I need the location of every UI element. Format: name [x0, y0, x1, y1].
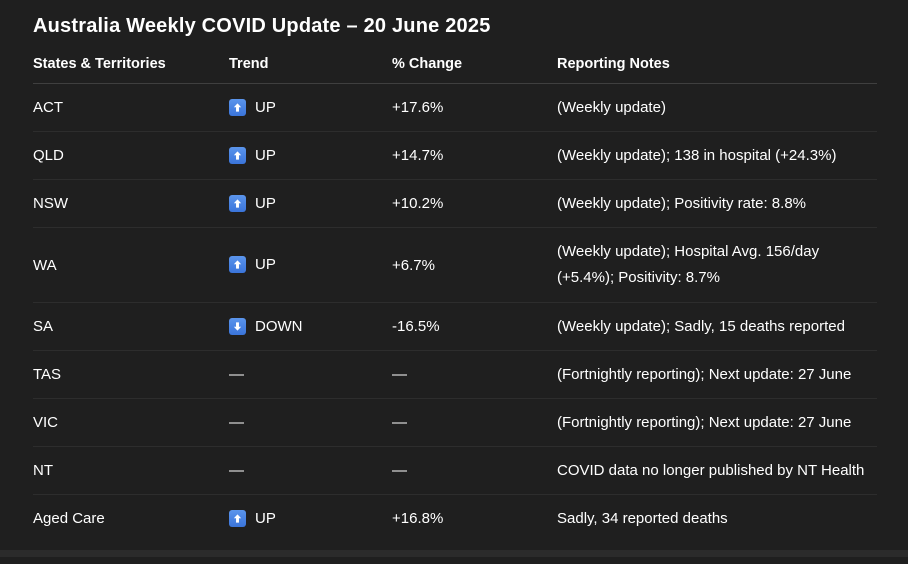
percent-change-cell: +6.7% — [392, 227, 557, 303]
trend-indicator: UP — [229, 98, 276, 116]
page-title: Australia Weekly COVID Update – 20 June … — [33, 15, 491, 37]
trend-label: DOWN — [255, 317, 303, 335]
percent-change-cell: +10.2% — [392, 179, 557, 228]
reporting-notes-cell: (Weekly update); 138 in hospital (+24.3%… — [557, 131, 877, 180]
trend-label: — — [229, 366, 244, 383]
table-row: TAS — — (Fortnightly reporting); Next updat… — [33, 350, 877, 399]
trend-label: UP — [255, 194, 276, 212]
trend-down-icon — [229, 317, 246, 335]
percent-change-cell: +14.7% — [392, 131, 557, 180]
reporting-notes-cell: (Weekly update); Sadly, 15 deaths report… — [557, 302, 877, 351]
table-row: SA DOWN -16.5% (Weekly update); Sadly, 15 d… — [33, 302, 877, 351]
region-cell: Aged Care — [33, 510, 105, 528]
covid-table: States & Territories Trend % Change Repo… — [33, 56, 877, 543]
trend-indicator: UP — [229, 256, 276, 273]
table-body: ACT UP +17.6% (Weekly update) QLD UP +14.7% (We… — [33, 83, 877, 543]
reporting-notes-cell: Sadly, 34 reported deaths — [557, 509, 728, 527]
table-row: ACT UP +17.6% (Weekly update) — [33, 83, 877, 132]
reporting-notes-cell: (Weekly update) — [557, 83, 877, 132]
region-cell: QLD — [33, 131, 229, 180]
trend-cell: DOWN — [229, 302, 392, 351]
region-cell: SA — [33, 302, 229, 351]
col-header-reporting-notes: Reporting Notes — [557, 56, 877, 84]
trend-up-icon — [229, 98, 246, 116]
trend-indicator: UP — [229, 509, 276, 527]
percent-change-cell: +16.8% — [392, 510, 444, 528]
trend-cell: UP — [229, 83, 392, 132]
reporting-notes-cell: (Weekly update); Positivity rate: 8.8% — [557, 179, 877, 228]
region-cell: ACT — [33, 83, 229, 132]
table-header: States & Territories Trend % Change Repo… — [33, 56, 877, 84]
trend-label: UP — [255, 146, 276, 164]
region-cell: NT — [33, 446, 229, 495]
reporting-notes-cell: COVID data no longer published by NT Hea… — [557, 446, 877, 495]
trend-cell: — — [229, 350, 392, 399]
region-cell: TAS — [33, 350, 229, 399]
trend-indicator: — — [229, 366, 244, 383]
trend-cell: UP — [229, 495, 392, 543]
trend-label: — — [229, 462, 244, 479]
trend-up-icon — [229, 256, 246, 273]
reporting-notes-cell: (Weekly update); Hospital Avg. 156/day (… — [557, 227, 877, 303]
trend-cell: UP — [229, 179, 392, 228]
region-cell: VIC — [33, 398, 229, 447]
table-row: QLD UP +14.7% (Weekly update); 138 in hospi… — [33, 131, 877, 180]
trend-indicator: — — [229, 414, 244, 431]
trend-up-icon — [229, 146, 246, 164]
trend-label: UP — [255, 98, 276, 116]
trend-up-icon — [229, 509, 246, 527]
table-row: VIC — — (Fortnightly reporting); Next updat… — [33, 398, 877, 447]
reporting-notes-cell: (Fortnightly reporting); Next update: 27… — [557, 350, 877, 399]
percent-change-cell: -16.5% — [392, 302, 557, 351]
col-header-trend: Trend — [229, 56, 392, 84]
trend-indicator: UP — [229, 194, 276, 212]
percent-change-cell: — — [392, 350, 557, 399]
trend-up-icon — [229, 194, 246, 212]
trend-cell: — — [229, 446, 392, 495]
col-header-percent-change: % Change — [392, 56, 557, 84]
table-row: WA UP +6.7% (Weekly update); Hospital Avg. … — [33, 227, 877, 303]
trend-indicator: UP — [229, 146, 276, 164]
region-cell: WA — [33, 227, 229, 303]
table-row: NT — — COVID data no longer published by NT… — [33, 446, 877, 495]
trend-label: — — [229, 414, 244, 431]
trend-indicator: — — [229, 462, 244, 479]
percent-change-cell: — — [392, 446, 557, 495]
table-row: Aged Care UP +16.8% Sadly, 34 reported deat… — [33, 495, 877, 543]
bottom-scroll-strip — [0, 550, 908, 557]
trend-cell: UP — [229, 227, 392, 303]
trend-cell: UP — [229, 131, 392, 180]
region-cell: NSW — [33, 179, 229, 228]
percent-change-cell: +17.6% — [392, 83, 557, 132]
trend-label: UP — [255, 256, 276, 273]
trend-label: UP — [255, 509, 276, 527]
percent-change-cell: — — [392, 398, 557, 447]
table-row: NSW UP +10.2% (Weekly update); Positivity r… — [33, 179, 877, 228]
reporting-notes-cell: (Fortnightly reporting); Next update: 27… — [557, 398, 877, 447]
trend-indicator: DOWN — [229, 317, 303, 335]
col-header-states-territories: States & Territories — [33, 56, 229, 84]
trend-cell: — — [229, 398, 392, 447]
